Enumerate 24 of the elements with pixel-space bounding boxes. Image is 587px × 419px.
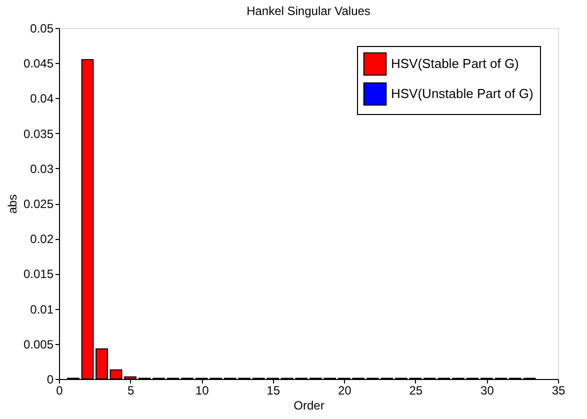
x-tick-label: 35 [552,384,566,398]
x-tick-label: 25 [409,384,423,398]
y-tick-label: 0 [46,372,54,386]
x-axis-title: Order [294,398,324,412]
y-tick-label: 0.005 [23,337,54,352]
y-tick-label: 0.01 [30,302,54,316]
x-tick-label: 0 [56,384,64,398]
y-tick-label: 0.045 [23,56,54,71]
x-tick-label: 30 [480,384,494,398]
chart-title: Hankel Singular Values [246,4,370,18]
x-tick-label: 10 [195,384,210,398]
y-tick-label: 0.015 [23,267,54,282]
legend-label: HSV(Unstable Part of G) [391,86,534,101]
y-tick-label: 0.03 [30,162,54,176]
legend-label: HSV(Stable Part of G) [391,56,519,71]
y-tick-label: 0.02 [30,232,54,246]
y-tick-label: 0.05 [30,22,54,36]
y-axis-title: abs [5,194,20,214]
x-tick-label: 5 [127,384,134,398]
x-tick-label: 15 [266,384,280,398]
y-tick-label: 0.04 [30,92,54,106]
y-tick-label: 0.025 [23,197,54,211]
y-tick-label: 0.035 [23,126,54,141]
x-tick-label: 20 [338,384,352,398]
